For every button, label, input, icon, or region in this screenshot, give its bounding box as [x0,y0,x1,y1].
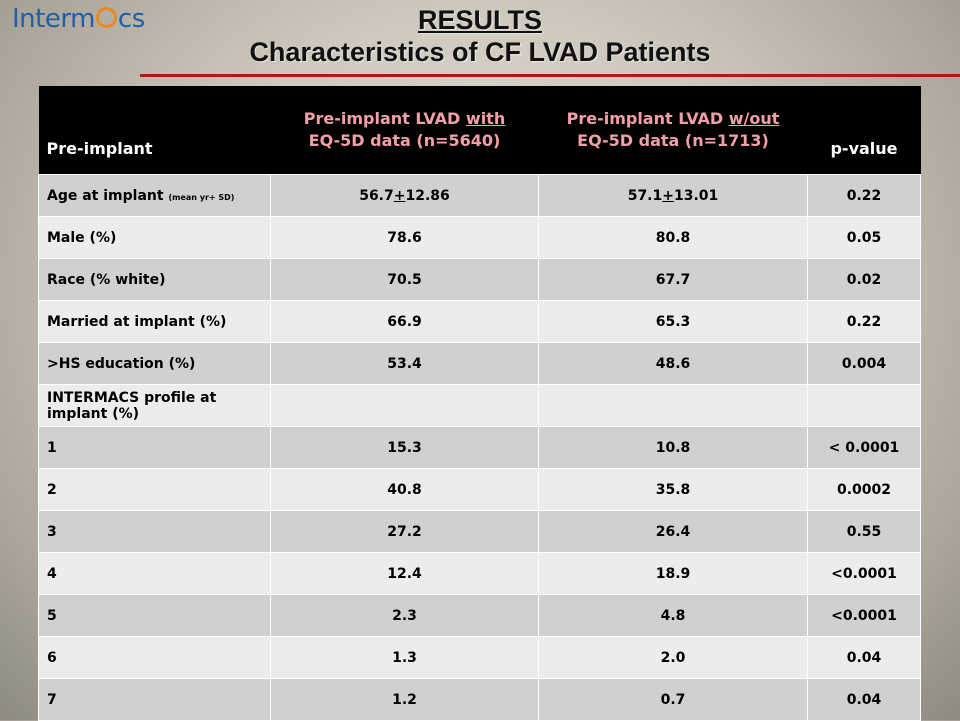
header-without-eq5d-part2: EQ-5D data (n=1713) [577,131,769,150]
row-label: >HS education (%) [38,342,271,385]
age-label: Age at implant [47,187,169,204]
age-with-mean: 56.7 [359,187,394,204]
with-value: 1.2 [270,678,539,721]
without-value: 80.8 [538,216,808,259]
age-with-sd: 12.86 [405,187,450,204]
without-value: 26.4 [538,510,808,553]
without-value: 48.6 [538,342,808,385]
p-value: <0.0001 [807,594,921,637]
with-value: 66.9 [270,300,539,343]
age-without-sd: 13.01 [673,187,719,204]
with-value: 70.5 [270,258,539,301]
without-value [538,384,808,427]
row-label: 3 [38,510,271,553]
table-row: 6 1.3 2.0 0.04 [38,636,921,679]
table-row: Male (%) 78.6 80.8 0.05 [38,216,921,259]
without-value: 67.7 [538,258,808,301]
header-pre-implant: Pre-implant [38,86,271,175]
table-row: INTERMACS profile at implant (%) [38,384,921,427]
with-value: 12.4 [270,552,539,595]
table-row: 7 1.2 0.7 0.04 [38,678,921,721]
p-value: 0.04 [807,678,921,721]
p-value: 0.22 [807,300,921,343]
without-value: 2.0 [538,636,808,679]
age-with-pm: + [393,187,406,204]
without-value: 4.8 [538,594,808,637]
row-label: INTERMACS profile at implant (%) [38,384,271,427]
logo-text-right: cs [117,4,145,34]
header-with-eq5d-part1: Pre-implant LVAD [303,109,466,128]
with-value [270,384,539,427]
age-without-pm: + [662,187,674,204]
row-label: 4 [38,552,271,595]
row-label: Age at implant (mean yr+ SD) [38,174,271,217]
p-value: 0.0002 [807,468,921,511]
intermacs-logo: Interm cs [12,4,145,34]
table-row: Race (% white) 70.5 67.7 0.02 [38,258,921,301]
age-without-value: 57.1+13.01 [538,174,808,217]
title-divider [140,74,960,77]
with-value: 1.3 [270,636,539,679]
table-row: >HS education (%) 53.4 48.6 0.004 [38,342,921,385]
table-row: 1 15.3 10.8 < 0.0001 [38,426,921,469]
header-with-eq5d-part2: EQ-5D data (n=5640) [308,131,501,150]
header-without-eq5d-part1: Pre-implant LVAD [566,109,729,128]
row-label: 2 [38,468,271,511]
age-with-value: 56.7+12.86 [270,174,539,217]
row-label: 7 [38,678,271,721]
table-row: 5 2.3 4.8 <0.0001 [38,594,921,637]
slide-subtitle: Characteristics of CF LVAD Patients [249,37,711,67]
row-label: 5 [38,594,271,637]
without-value: 0.7 [538,678,808,721]
p-value: 0.05 [807,216,921,259]
logo-text-left: Interm [12,4,95,34]
p-value [807,384,921,427]
table-row: 4 12.4 18.9 <0.0001 [38,552,921,595]
without-value: 65.3 [538,300,808,343]
row-label: Male (%) [38,216,271,259]
table-row: Married at implant (%) 66.9 65.3 0.22 [38,300,921,343]
slide-title: RESULTS [417,5,542,35]
logo-ring-icon [95,7,117,28]
without-value: 10.8 [538,426,808,469]
row-label: 1 [38,426,271,469]
without-value: 18.9 [538,552,808,595]
with-value: 15.3 [270,426,539,469]
p-value: 0.004 [807,342,921,385]
header-with-eq5d: Pre-implant LVAD with EQ-5D data (n=5640… [270,86,539,175]
table-header-row: Pre-implant Pre-implant LVAD with EQ-5D … [38,86,921,175]
header-with-eq5d-emph: with [465,109,506,128]
table-row: 3 27.2 26.4 0.55 [38,510,921,553]
p-value: < 0.0001 [807,426,921,469]
p-value: 0.02 [807,258,921,301]
row-label: Married at implant (%) [38,300,271,343]
p-value: <0.0001 [807,552,921,595]
age-without-mean: 57.1 [627,187,663,204]
header-without-eq5d-emph: w/out [728,109,780,128]
with-value: 40.8 [270,468,539,511]
age-label-note: (mean yr+ SD) [168,192,235,202]
characteristics-table: Pre-implant Pre-implant LVAD with EQ-5D … [38,86,921,721]
with-value: 2.3 [270,594,539,637]
p-value: 0.55 [807,510,921,553]
table-row-age: Age at implant (mean yr+ SD) 56.7+12.86 … [38,174,921,217]
with-value: 78.6 [270,216,539,259]
header-p-value: p-value [807,86,921,175]
age-p-value: 0.22 [807,174,921,217]
without-value: 35.8 [538,468,808,511]
table-row: 2 40.8 35.8 0.0002 [38,468,921,511]
row-label: Race (% white) [38,258,271,301]
p-value: 0.04 [807,636,921,679]
header-without-eq5d: Pre-implant LVAD w/out EQ-5D data (n=171… [538,86,808,175]
row-label: 6 [38,636,271,679]
with-value: 53.4 [270,342,539,385]
slide-title-block: RESULTS Characteristics of CF LVAD Patie… [0,4,960,68]
with-value: 27.2 [270,510,539,553]
